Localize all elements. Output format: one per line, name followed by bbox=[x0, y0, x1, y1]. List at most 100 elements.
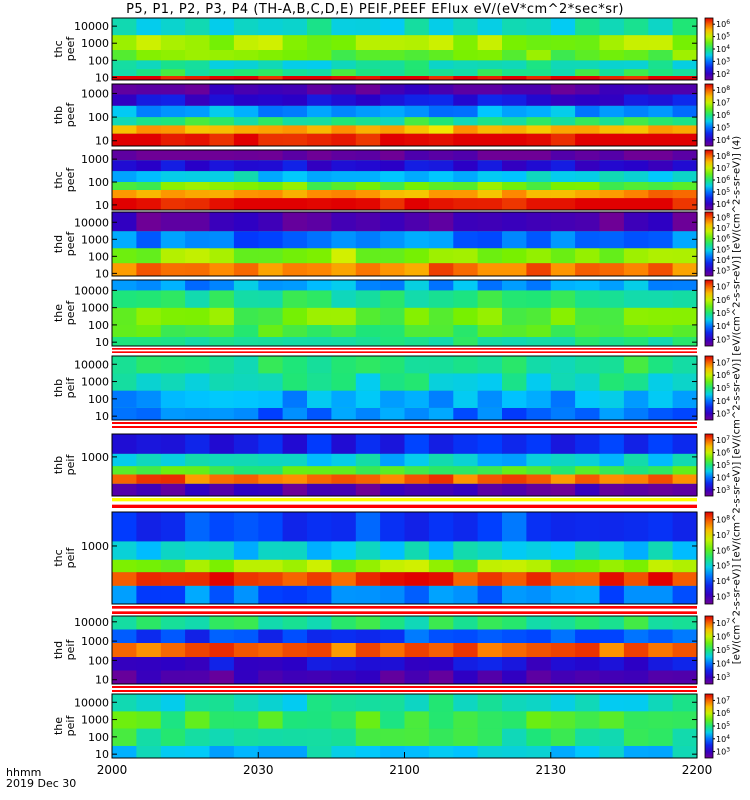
colorbar-tick-label: 104 bbox=[716, 321, 730, 331]
spectrogram-cell bbox=[672, 657, 698, 671]
y-tick-label: 10 bbox=[95, 410, 109, 423]
spectrogram-cell bbox=[282, 190, 308, 199]
time-axis-date: 2019 Dec 30 bbox=[6, 777, 77, 790]
spectrogram-cell bbox=[502, 160, 527, 172]
spectrogram-cell bbox=[428, 474, 454, 484]
spectrogram-cell bbox=[380, 483, 406, 496]
spectrogram-cell bbox=[672, 629, 698, 643]
spectrogram-cell bbox=[550, 474, 576, 484]
spectrogram-cell bbox=[355, 160, 381, 172]
spectrogram-cell bbox=[160, 182, 186, 190]
spectrogram-cell bbox=[355, 474, 381, 484]
spectrogram-cell bbox=[307, 76, 332, 80]
spectrogram-cell bbox=[550, 434, 576, 454]
spectrogram-cell bbox=[575, 125, 601, 134]
spectrogram-cell bbox=[672, 212, 698, 232]
spectrogram-cell bbox=[477, 231, 503, 249]
spectrogram-cell bbox=[599, 133, 625, 146]
separator-stripe-top bbox=[112, 606, 697, 609]
spectrogram-cell bbox=[136, 212, 162, 232]
spectrogram-cell bbox=[672, 585, 698, 604]
spectrogram-cell bbox=[648, 373, 674, 391]
spectrogram-cell bbox=[307, 324, 332, 337]
spectrogram-cell bbox=[648, 629, 674, 643]
spectrogram-cell bbox=[136, 117, 162, 126]
spectrogram-cell bbox=[233, 125, 259, 134]
spectrogram-cell bbox=[160, 190, 186, 199]
spectrogram-cell bbox=[575, 356, 601, 374]
spectrogram-cell bbox=[404, 466, 430, 475]
spectrogram-cell bbox=[672, 512, 698, 542]
spectrogram-cell bbox=[404, 133, 430, 146]
colorbar-unit-label: [eV/(cm^2-s-sr-eV)] [eV/(cm^2-s-sr-eV)] … bbox=[731, 135, 743, 665]
spectrogram-cell bbox=[648, 711, 674, 729]
spectrogram-cell bbox=[428, 745, 454, 758]
spectrogram-cell bbox=[380, 212, 406, 232]
spectrogram-cell bbox=[623, 373, 649, 391]
spectrogram-cell bbox=[136, 60, 162, 70]
spectrogram-cell bbox=[672, 390, 698, 408]
spectrogram-cell bbox=[648, 76, 674, 80]
spectrogram-cell bbox=[648, 290, 674, 308]
y-tick-label: 100 bbox=[88, 319, 109, 332]
spectrogram-cell bbox=[331, 541, 357, 560]
spectrogram-cell bbox=[599, 160, 625, 172]
spectrogram-cell bbox=[136, 125, 162, 134]
spectrogram-cell bbox=[355, 483, 381, 496]
spectrogram-cell bbox=[355, 231, 381, 249]
spectrogram-cell bbox=[453, 198, 479, 210]
spectrogram-cell bbox=[453, 69, 479, 76]
spectrogram-cell bbox=[112, 616, 137, 630]
spectrogram-cell bbox=[672, 466, 698, 475]
spectrogram-cell bbox=[307, 212, 332, 232]
spectrogram-cell bbox=[136, 133, 162, 146]
spectrogram-cell bbox=[282, 263, 308, 276]
spectrogram-cell bbox=[380, 290, 406, 308]
spectrogram-cell bbox=[428, 483, 454, 496]
spectrogram-cell bbox=[136, 466, 162, 475]
spectrogram-cell bbox=[453, 572, 479, 586]
spectrogram-cell bbox=[160, 248, 186, 264]
spectrogram-cell bbox=[599, 373, 625, 391]
spectrogram-cell bbox=[477, 541, 503, 560]
spectrogram-cell bbox=[502, 629, 527, 643]
spectrogram-cell bbox=[428, 434, 454, 454]
spectrogram-cell bbox=[526, 182, 552, 190]
spectrogram-cell bbox=[185, 616, 211, 630]
spectrogram-cell bbox=[282, 248, 308, 264]
spectrogram-cell bbox=[550, 572, 576, 586]
spectrogram-cell bbox=[623, 694, 649, 712]
spectrogram-cell bbox=[599, 356, 625, 374]
spectrogram-cell bbox=[623, 466, 649, 475]
spectrogram-cell bbox=[404, 35, 430, 50]
spectrogram-cell bbox=[282, 694, 308, 712]
spectrogram-cell bbox=[282, 453, 308, 467]
colorbar-tick-label: 104 bbox=[716, 199, 730, 209]
spectrogram-cell bbox=[380, 117, 406, 126]
spectrogram-cell bbox=[453, 407, 479, 420]
spectrogram-cell bbox=[185, 171, 211, 182]
spectrogram-cell bbox=[233, 483, 259, 496]
panel-frame bbox=[111, 279, 698, 347]
spectrogram-cell bbox=[404, 541, 430, 560]
spectrogram-cell bbox=[526, 94, 552, 106]
spectrogram-cell bbox=[477, 629, 503, 643]
spectrogram-cell bbox=[355, 69, 381, 76]
spectrogram-cell bbox=[307, 629, 332, 643]
spectrogram-cell bbox=[623, 512, 649, 542]
colorbar-tick-label: 104 bbox=[716, 135, 730, 145]
spectrogram-cell bbox=[185, 694, 211, 712]
spectrogram-cell bbox=[599, 616, 625, 630]
spectrogram-cell bbox=[209, 212, 235, 232]
spectrogram-cell bbox=[502, 572, 527, 586]
panel-label: the bbox=[52, 717, 65, 735]
colorbar bbox=[704, 355, 714, 421]
spectrogram-cell bbox=[209, 117, 235, 126]
spectrogram-cell bbox=[380, 248, 406, 264]
spectrogram-cell bbox=[648, 171, 674, 182]
spectrogram-cell bbox=[331, 390, 357, 408]
spectrogram-cell bbox=[380, 643, 406, 657]
spectrogram-cell bbox=[648, 643, 674, 657]
spectrogram-cell bbox=[112, 657, 137, 671]
spectrogram-cell bbox=[112, 356, 137, 374]
